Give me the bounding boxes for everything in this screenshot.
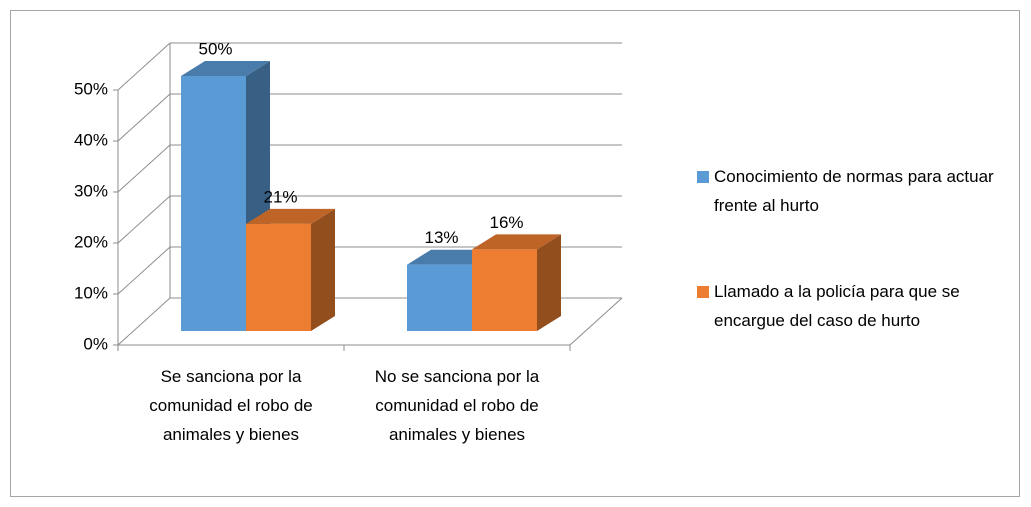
grid-line <box>117 144 171 193</box>
grid-line <box>117 42 171 91</box>
legend-swatch <box>697 286 709 298</box>
grid-line <box>117 246 171 295</box>
bar-side <box>311 208 335 331</box>
x-tick-label: No se sanciona por la comunidad el robo … <box>374 367 540 444</box>
x-tick-label: Se sanciona por la comunidad el robo de … <box>149 367 313 444</box>
grid-line <box>117 297 171 346</box>
legend-swatch <box>697 171 709 183</box>
y-tick-label: 0% <box>83 334 108 353</box>
data-label: 16% <box>489 213 523 232</box>
data-label: 50% <box>198 39 232 58</box>
grid-line <box>117 93 171 142</box>
y-tick-label: 40% <box>74 130 108 149</box>
bar <box>472 249 537 331</box>
legend-label: Conocimiento de normas para actuar frent… <box>714 167 994 215</box>
floor-edge <box>569 297 623 346</box>
bar-top <box>472 234 561 250</box>
bar-top <box>181 61 270 76</box>
data-label: 21% <box>263 187 297 206</box>
data-label: 13% <box>424 228 458 247</box>
bar <box>246 223 311 331</box>
y-tick-label: 20% <box>74 232 108 251</box>
bar-side <box>537 234 561 331</box>
bar <box>407 264 472 331</box>
y-tick-label: 30% <box>74 181 108 200</box>
y-tick-label: 50% <box>74 79 108 98</box>
legend-label: Llamado a la policía para que se encargu… <box>714 282 960 330</box>
bar <box>181 76 246 331</box>
y-tick-label: 10% <box>74 283 108 302</box>
bar-top <box>246 208 335 224</box>
grid-line <box>117 195 171 244</box>
